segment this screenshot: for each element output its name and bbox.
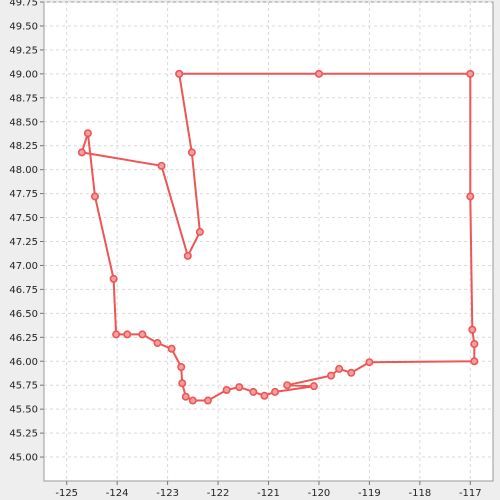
data-point [177,362,186,371]
data-point [195,227,204,236]
data-point [175,69,184,78]
data-point [271,387,280,396]
y-tick-label: 49.75 [9,0,38,9]
data-point [153,339,162,348]
x-tick-label: -122 [207,488,230,499]
y-tick-label: 46.75 [9,285,38,296]
data-point [283,381,292,390]
y-tick-label: 45.50 [9,405,38,416]
y-tick-label: 47.00 [9,261,38,272]
data-point [249,387,258,396]
data-point [466,192,475,201]
data-point [83,129,92,138]
data-point [90,192,99,201]
data-point [123,330,132,339]
data-point [183,251,192,260]
axes: -125 -124 -123 -122 -121 -120 -119 -118 -117 45.0… [9,0,481,499]
y-tick-label: 47.75 [9,189,38,200]
y-tick-label: 45.00 [9,453,38,464]
data-point [327,371,336,380]
y-tick-label: 47.25 [9,237,38,248]
data-point [335,364,344,373]
data-point [188,396,197,405]
y-tick-label: 48.75 [9,93,38,104]
y-tick-label: 48.50 [9,117,38,128]
x-tick-label: -119 [358,488,381,499]
x-tick-label: -121 [257,488,280,499]
data-point [260,391,269,400]
data-point [167,344,176,353]
data-point [470,357,479,366]
data-point [181,392,190,401]
data-point [347,368,356,377]
series [77,69,479,405]
data-point [365,358,374,367]
data-point [77,148,86,157]
x-tick-label: -120 [308,488,331,499]
y-tick-label: 45.75 [9,381,38,392]
y-tick-label: 47.50 [9,213,38,224]
data-point [157,161,166,170]
y-tick-label: 46.00 [9,357,38,368]
data-point [203,396,212,405]
x-tick-label: -117 [459,488,482,499]
y-tick-label: 49.25 [9,45,38,56]
y-tick-label: 46.25 [9,333,38,344]
data-point [309,382,318,391]
x-tick-label: -124 [106,488,129,499]
x-tick-label: -123 [156,488,179,499]
y-tick-label: 48.00 [9,165,38,176]
data-point [314,69,323,78]
x-tick-label: -125 [55,488,78,499]
data-point [235,383,244,392]
y-tick-label: 49.00 [9,69,38,80]
data-point [468,325,477,334]
data-point [222,385,231,394]
data-point [187,148,196,157]
y-tick-label: 48.25 [9,141,38,152]
data-point [178,379,187,388]
data-point [109,274,118,283]
y-tick-label: 45.25 [9,429,38,440]
data-point [138,330,147,339]
y-tick-label: 49.50 [9,21,38,32]
data-point [466,69,475,78]
x-tick-label: -118 [408,488,431,499]
y-tick-label: 46.50 [9,309,38,320]
data-point [470,340,479,349]
data-point [112,330,121,339]
